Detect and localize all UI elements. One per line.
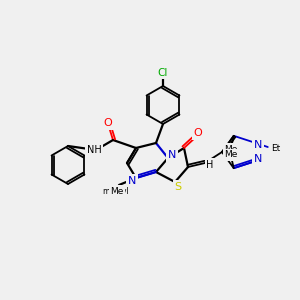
Text: N: N	[168, 150, 176, 160]
Text: O: O	[103, 118, 112, 128]
Text: Et: Et	[271, 143, 280, 152]
Text: Me: Me	[224, 145, 237, 154]
Text: H: H	[206, 160, 214, 170]
Text: Me: Me	[224, 150, 237, 159]
Text: methyl: methyl	[103, 187, 129, 196]
Text: N: N	[128, 176, 136, 186]
Text: NH: NH	[87, 145, 101, 155]
Text: S: S	[174, 182, 182, 192]
Text: Cl: Cl	[158, 68, 168, 78]
Text: O: O	[194, 128, 202, 138]
Text: N: N	[254, 140, 262, 150]
Text: N: N	[254, 154, 262, 164]
Text: Me: Me	[110, 188, 124, 196]
